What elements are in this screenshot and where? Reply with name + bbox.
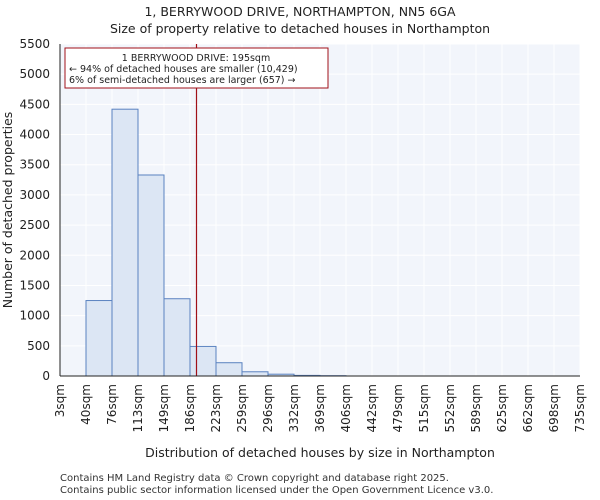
y-tick-label: 5000 bbox=[19, 67, 50, 81]
x-tick-label: 735sqm bbox=[573, 384, 587, 432]
chart-subtitle: Size of property relative to detached ho… bbox=[109, 21, 491, 36]
y-tick-label: 4000 bbox=[19, 128, 50, 142]
histogram-bar bbox=[85, 300, 113, 377]
footer-licence: Contains public sector information licen… bbox=[60, 485, 494, 496]
y-tick-label: 2500 bbox=[19, 218, 50, 232]
histogram-bar bbox=[241, 371, 269, 377]
footer-copyright: Contains HM Land Registry data © Crown c… bbox=[60, 473, 449, 484]
y-tick-labels: 0 500 1000 1500 2000 2500 3000 3500 4000 4500 5000… bbox=[19, 37, 50, 383]
annotation-line-3: 6% of semi-detached houses are larger (6… bbox=[69, 75, 296, 86]
annotation-line-1: 1 BERRYWOOD DRIVE: 195sqm bbox=[122, 53, 270, 64]
x-tick-label: 406sqm bbox=[339, 384, 353, 432]
x-tick-label: 479sqm bbox=[391, 384, 405, 432]
histogram-bar bbox=[137, 174, 165, 377]
chart-title: 1, BERRYWOOD DRIVE, NORTHAMPTON, NN5 6GA bbox=[144, 4, 456, 19]
x-tick-label: 698sqm bbox=[547, 384, 561, 432]
x-tick-label: 76sqm bbox=[105, 384, 119, 425]
x-tick-label: 223sqm bbox=[209, 384, 223, 432]
x-tick-label: 442sqm bbox=[365, 384, 379, 432]
y-tick-label: 5500 bbox=[19, 37, 50, 51]
x-tick-label: 332sqm bbox=[287, 384, 301, 432]
x-tick-label: 113sqm bbox=[131, 384, 145, 432]
x-tick-label: 259sqm bbox=[235, 384, 249, 432]
x-tick-label: 515sqm bbox=[417, 384, 431, 432]
annotation-box: 1 BERRYWOOD DRIVE: 195sqm ← 94% of detac… bbox=[64, 47, 329, 89]
x-tick-label: 552sqm bbox=[443, 384, 457, 432]
annotation-border bbox=[64, 47, 329, 89]
x-tick-label: 3sqm bbox=[53, 384, 67, 417]
histogram-bar bbox=[189, 345, 217, 377]
x-tick-label: 662sqm bbox=[521, 384, 535, 432]
x-tick-label: 589sqm bbox=[469, 384, 483, 432]
histogram-bar bbox=[111, 108, 139, 377]
x-tick-label: 149sqm bbox=[157, 384, 171, 432]
bars bbox=[85, 108, 347, 377]
y-tick-label: 1000 bbox=[19, 309, 50, 323]
histogram-bar bbox=[215, 362, 243, 377]
x-axis-label: Distribution of detached houses by size … bbox=[145, 445, 495, 460]
y-tick-label: 1500 bbox=[19, 278, 50, 292]
annotation-line-2: ← 94% of detached houses are smaller (10… bbox=[69, 64, 298, 75]
x-tick-label: 369sqm bbox=[313, 384, 327, 432]
y-tick-label: 2000 bbox=[19, 248, 50, 262]
y-tick-label: 3000 bbox=[19, 188, 50, 202]
x-tick-labels: 3sqm 40sqm 76sqm 113sqm 149sqm 186sqm 223sqm 25… bbox=[53, 384, 587, 432]
x-tick-label: 186sqm bbox=[183, 384, 197, 432]
y-tick-label: 3500 bbox=[19, 158, 50, 172]
y-tick-label: 4500 bbox=[19, 97, 50, 111]
y-tick-label: 0 bbox=[42, 369, 50, 383]
y-tick-label: 500 bbox=[27, 339, 50, 353]
x-tick-label: 625sqm bbox=[495, 384, 509, 432]
histogram-bar bbox=[163, 298, 191, 377]
x-tick-label: 40sqm bbox=[79, 384, 93, 425]
y-axis-label: Number of detached properties bbox=[0, 112, 15, 309]
x-tick-label: 296sqm bbox=[261, 384, 275, 432]
